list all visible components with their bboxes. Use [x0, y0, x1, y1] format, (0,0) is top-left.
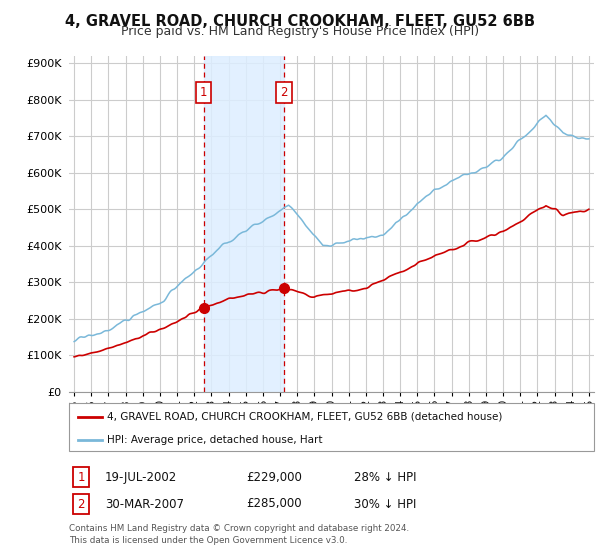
Text: 30% ↓ HPI: 30% ↓ HPI: [354, 497, 416, 511]
Text: £229,000: £229,000: [246, 470, 302, 484]
Text: 2: 2: [280, 86, 288, 99]
Text: 2: 2: [77, 497, 85, 511]
Bar: [203, 56, 284, 392]
Text: 1: 1: [77, 470, 85, 484]
Text: 1: 1: [200, 86, 207, 99]
Text: 19-JUL-2002: 19-JUL-2002: [105, 470, 177, 484]
Text: £285,000: £285,000: [246, 497, 302, 511]
Text: 28% ↓ HPI: 28% ↓ HPI: [354, 470, 416, 484]
Text: 30-MAR-2007: 30-MAR-2007: [105, 497, 184, 511]
Text: Contains HM Land Registry data © Crown copyright and database right 2024.: Contains HM Land Registry data © Crown c…: [69, 524, 409, 533]
Text: HPI: Average price, detached house, Hart: HPI: Average price, detached house, Hart: [107, 435, 322, 445]
Text: Price paid vs. HM Land Registry's House Price Index (HPI): Price paid vs. HM Land Registry's House …: [121, 25, 479, 38]
Text: 4, GRAVEL ROAD, CHURCH CROOKHAM, FLEET, GU52 6BB (detached house): 4, GRAVEL ROAD, CHURCH CROOKHAM, FLEET, …: [107, 412, 502, 422]
Text: 4, GRAVEL ROAD, CHURCH CROOKHAM, FLEET, GU52 6BB: 4, GRAVEL ROAD, CHURCH CROOKHAM, FLEET, …: [65, 14, 535, 29]
Text: This data is licensed under the Open Government Licence v3.0.: This data is licensed under the Open Gov…: [69, 536, 347, 545]
